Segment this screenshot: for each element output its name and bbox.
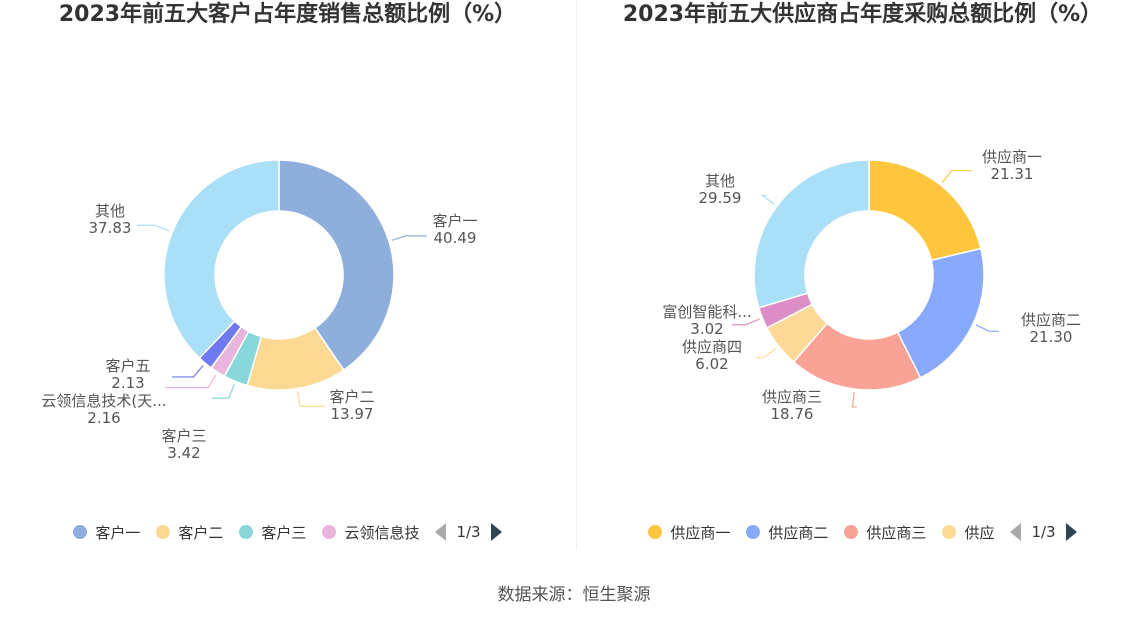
legend-label: 客户三 (261, 523, 307, 542)
panel-divider (576, 0, 577, 550)
pie-slice[interactable] (896, 247, 985, 379)
legend-label: 供应 (964, 523, 995, 542)
legend-dot-icon (322, 525, 337, 539)
legend-label: 客户一 (95, 523, 141, 542)
data-source: 数据来源：恒生聚源 (497, 585, 651, 605)
leader-line (941, 170, 972, 183)
slice-value-label: 3.42 (167, 444, 200, 462)
legend-dot-icon (156, 525, 171, 539)
supplier-chart-panel: 2023年前五大供应商占年度采购总额比例（%） 供应商一 21.31 供应商二 21.… (577, 0, 1148, 550)
slice-category-label: 富创智能科... (662, 303, 751, 321)
legend-label: 供应商二 (768, 523, 829, 542)
legend-item[interactable]: 供应商二 (746, 522, 828, 543)
slice-category-label: 其他 (705, 172, 735, 190)
legend-label: 供应商一 (670, 523, 731, 542)
legend-pager: 1/3 (1010, 523, 1077, 541)
pie-slice[interactable] (868, 159, 982, 262)
slice-category-label: 云领信息技术(天... (41, 392, 166, 410)
leader-line (851, 392, 857, 408)
slice-value-label: 13.97 (331, 405, 374, 423)
slice-value-label: 40.49 (434, 229, 477, 247)
pager-next-icon[interactable] (490, 523, 502, 541)
leader-line (212, 384, 235, 399)
leader-line (137, 224, 170, 232)
legend-item[interactable]: 客户三 (239, 522, 306, 543)
leader-line (756, 347, 777, 358)
legend-item[interactable]: 供应 (942, 522, 994, 543)
customer-chart-panel: 2023年前五大客户占年度销售总额比例（%） 客户一 40.49 客户二 13.97 客… (0, 0, 575, 550)
legend-label: 云领信息技 (344, 523, 420, 542)
leader-line (732, 318, 760, 326)
leader-line (165, 374, 217, 389)
chart-title: 2023年前五大客户占年度销售总额比例（%） (58, 2, 517, 27)
legend-item[interactable]: 供应商一 (648, 522, 730, 543)
legend-item[interactable]: 供应商三 (844, 522, 926, 543)
slice-value-label: 29.59 (699, 189, 742, 207)
legend-dot-icon (73, 525, 88, 539)
legend-dot-icon (239, 525, 254, 539)
leader-line (297, 391, 325, 407)
legend-dot-icon (746, 525, 761, 539)
pager-prev-icon[interactable] (435, 523, 447, 541)
slice-category-label: 供应商二 (1021, 311, 1081, 329)
chart-legend: 供应商一 供应商二 供应商三 供应 1/3 (577, 518, 1148, 546)
slice-value-label: 21.30 (1030, 328, 1073, 346)
pager-prev-icon[interactable] (1010, 523, 1022, 541)
slice-value-label: 21.31 (991, 165, 1034, 183)
legend-item[interactable]: 客户一 (73, 522, 140, 543)
legend-pager: 1/3 (435, 523, 502, 541)
chart-legend: 客户一 客户二 客户三 云领信息技 1/3 (0, 518, 575, 546)
slice-category-label: 客户一 (432, 212, 477, 230)
leader-line (760, 194, 775, 205)
pager-page-indicator: 1/3 (456, 523, 481, 541)
slice-category-label: 客户三 (161, 427, 206, 445)
legend-dot-icon (844, 525, 859, 539)
slice-category-label: 供应商三 (762, 388, 822, 406)
slice-category-label: 客户五 (105, 357, 150, 375)
legend-dot-icon (648, 525, 663, 539)
pager-page-indicator: 1/3 (1031, 523, 1056, 541)
leader-line (391, 235, 427, 241)
slice-value-label: 6.02 (695, 355, 728, 373)
slice-value-label: 37.83 (89, 219, 132, 237)
legend-dot-icon (942, 525, 957, 539)
legend-label: 客户二 (178, 523, 224, 542)
slice-category-label: 其他 (95, 202, 125, 220)
slice-value-label: 3.02 (690, 320, 723, 338)
legend-item[interactable]: 客户二 (156, 522, 223, 543)
pie-slice[interactable] (753, 159, 870, 309)
slice-category-label: 供应商四 (682, 338, 742, 356)
slice-value-label: 18.76 (771, 405, 814, 423)
slice-category-label: 客户二 (329, 388, 374, 406)
chart-title: 2023年前五大供应商占年度采购总额比例（%） (622, 2, 1103, 27)
leader-line (975, 324, 999, 332)
pie-slice[interactable] (278, 159, 395, 372)
leader-line (172, 365, 204, 378)
pager-next-icon[interactable] (1065, 523, 1077, 541)
slice-value-label: 2.16 (87, 409, 120, 427)
slice-value-label: 2.13 (111, 374, 144, 392)
pie-slice[interactable] (163, 159, 280, 360)
legend-label: 供应商三 (866, 523, 927, 542)
slice-category-label: 供应商一 (982, 148, 1042, 166)
legend-item[interactable]: 云领信息技 (322, 522, 419, 543)
